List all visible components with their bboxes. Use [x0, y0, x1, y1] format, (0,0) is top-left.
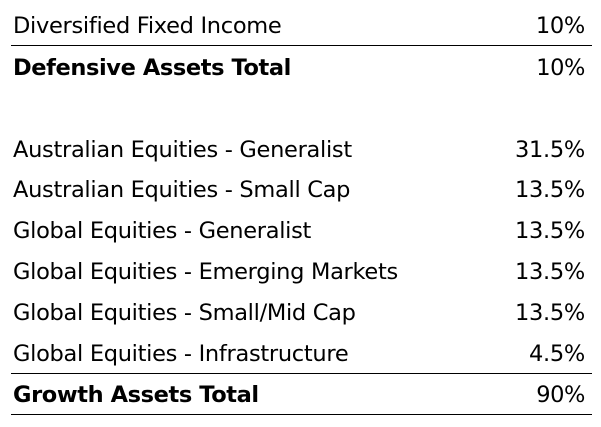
table-row-growth-total: Growth Assets Total 90%: [11, 375, 589, 415]
table-row-australian-equities-small-cap: Australian Equities - Small Cap 13.5%: [11, 170, 589, 210]
table-bottom-rule: [11, 414, 592, 415]
row-label: Diversified Fixed Income: [13, 13, 282, 39]
row-label: Global Equities - Infrastructure: [13, 341, 349, 367]
table-row-global-equities-generalist: Global Equities - Generalist 13.5%: [11, 211, 589, 251]
row-value: 4.5%: [529, 341, 585, 367]
row-value: 13.5%: [515, 177, 585, 203]
total-label: Defensive Assets Total: [13, 55, 291, 81]
total-value: 10%: [536, 55, 585, 81]
row-value: 13.5%: [515, 218, 585, 244]
section-divider: [11, 45, 592, 46]
table-row-global-equities-small-mid-cap: Global Equities - Small/Mid Cap 13.5%: [11, 293, 589, 333]
table-row-defensive-total: Defensive Assets Total 10%: [11, 48, 589, 88]
total-label: Growth Assets Total: [13, 382, 259, 408]
row-label: Global Equities - Generalist: [13, 218, 312, 244]
row-value: 13.5%: [515, 259, 585, 285]
row-label: Global Equities - Small/Mid Cap: [13, 300, 356, 326]
row-label: Australian Equities - Small Cap: [13, 177, 351, 203]
table-row-global-equities-infrastructure: Global Equities - Infrastructure 4.5%: [11, 334, 589, 374]
row-label: Australian Equities - Generalist: [13, 137, 352, 163]
row-value: 10%: [535, 13, 585, 39]
row-label: Global Equities - Emerging Markets: [13, 259, 398, 285]
table-row-diversified-fixed-income: Diversified Fixed Income 10%: [11, 6, 589, 46]
row-value: 31.5%: [515, 137, 585, 163]
total-value: 90%: [536, 382, 585, 408]
table-row-australian-equities-generalist: Australian Equities - Generalist 31.5%: [11, 130, 589, 170]
row-value: 13.5%: [515, 300, 585, 326]
section-divider: [11, 373, 592, 374]
table-row-global-equities-emerging-markets: Global Equities - Emerging Markets 13.5%: [11, 252, 589, 292]
